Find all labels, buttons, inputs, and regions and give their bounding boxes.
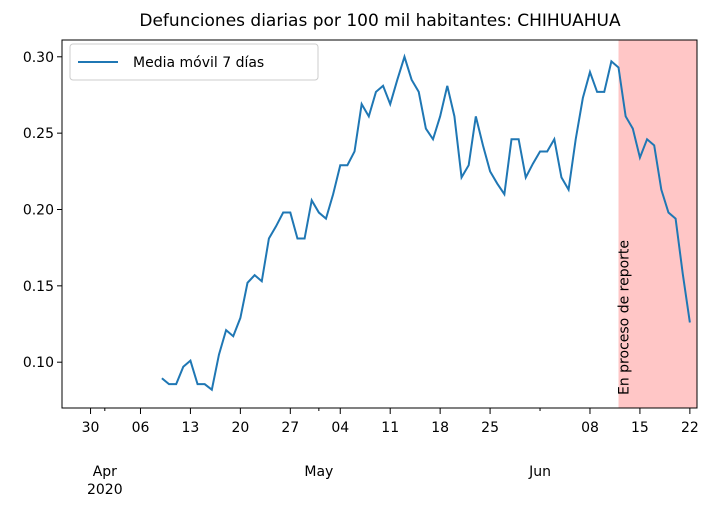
year-label: 2020 — [87, 482, 123, 498]
report-shade — [618, 40, 697, 408]
x-tick-label: 06 — [132, 420, 150, 436]
x-tick-label: 15 — [631, 420, 649, 436]
x-tick-label: 22 — [681, 420, 699, 436]
y-tick-label: 0.30 — [23, 50, 54, 66]
legend-label: Media móvil 7 días — [133, 55, 264, 71]
x-tick-label: 11 — [381, 420, 399, 436]
x-tick-label: 30 — [82, 420, 100, 436]
chart-title: Defunciones diarias por 100 mil habitant… — [139, 11, 621, 31]
annotation: En proceso de reporte — [617, 240, 633, 395]
month-label: May — [304, 464, 333, 480]
plot-frame — [61, 39, 698, 409]
y-tick-label: 0.20 — [23, 202, 54, 218]
month-label: Jun — [528, 464, 551, 480]
y-tick-label: 0.10 — [23, 355, 54, 371]
series-line — [161, 53, 691, 392]
month-label: Apr — [93, 464, 117, 480]
x-tick-label: 18 — [431, 420, 449, 436]
y-tick-label: 0.15 — [23, 279, 54, 295]
x-tick-label: 25 — [481, 420, 499, 436]
x-tick-label: 20 — [231, 420, 249, 436]
x-tick-label: 13 — [182, 420, 200, 436]
y-tick-label: 0.25 — [23, 126, 54, 142]
x-tick-label: 08 — [581, 420, 599, 436]
x-tick-label: 27 — [281, 420, 299, 436]
x-tick-label: 04 — [331, 420, 349, 436]
legend-box — [69, 43, 319, 81]
